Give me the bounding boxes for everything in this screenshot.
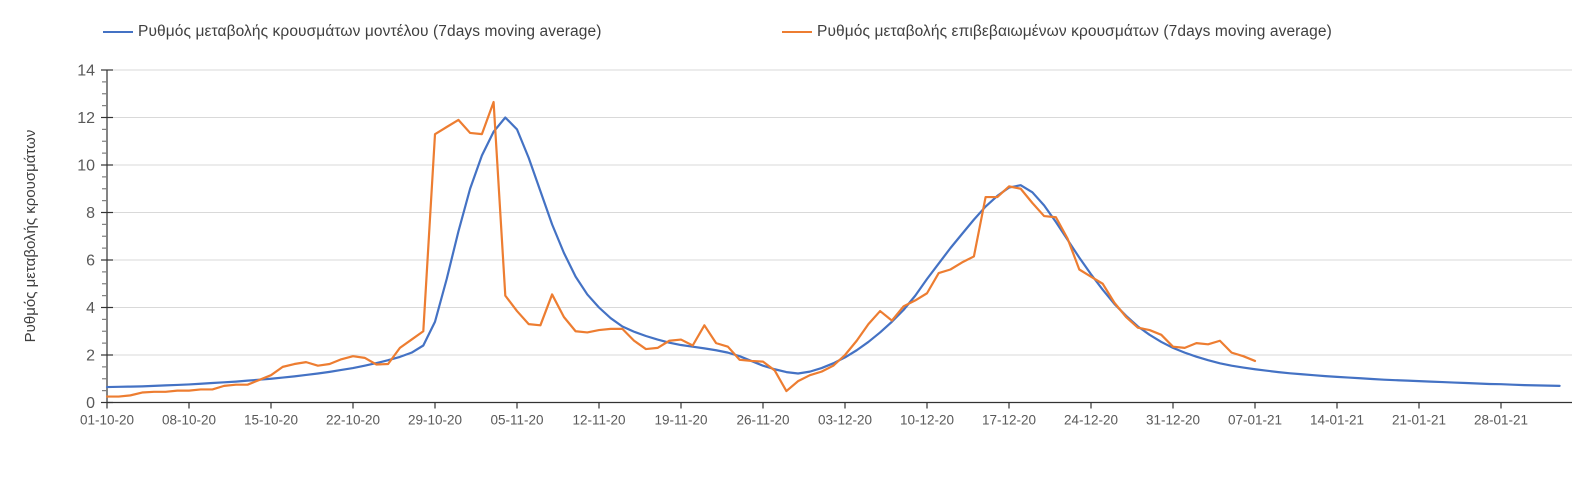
x-axis-tick-label: 28-01-21 xyxy=(1474,413,1528,428)
x-axis-tick-label: 12-11-20 xyxy=(572,413,625,428)
chart-legend: Ρυθμός μεταβολής κρουσμάτων μοντέλου (7d… xyxy=(0,18,1580,46)
x-axis-tick-label: 22-10-20 xyxy=(326,413,380,428)
x-axis-tick-label: 08-10-20 xyxy=(162,413,216,428)
legend-line-confirmed-icon xyxy=(782,31,812,33)
y-axis-tick-label: 4 xyxy=(86,300,95,317)
x-axis-tick-label: 19-11-20 xyxy=(654,413,707,428)
legend-item-confirmed: Ρυθμός μεταβολής επιβεβαιωμένων κρουσμάτ… xyxy=(782,18,1332,46)
x-axis-tick-label: 10-12-20 xyxy=(900,413,954,428)
y-axis-tick-label: 12 xyxy=(77,110,95,127)
legend-item-model: Ρυθμός μεταβολής κρουσμάτων μοντέλου (7d… xyxy=(103,18,601,46)
series-line-model xyxy=(105,116,1561,389)
x-axis-tick-label: 01-10-20 xyxy=(80,413,134,428)
legend-label-confirmed: Ρυθμός μεταβολής επιβεβαιωμένων κρουσμάτ… xyxy=(817,23,1332,40)
x-axis-tick-label: 14-01-21 xyxy=(1310,413,1364,428)
legend-line-model-icon xyxy=(103,31,133,33)
y-axis-tick-label: 2 xyxy=(86,348,95,365)
x-axis-tick-label: 29-10-20 xyxy=(408,413,462,428)
y-axis-tick-label: 14 xyxy=(77,63,95,80)
y-axis-tick-label: 0 xyxy=(86,395,95,412)
y-axis-tick-label: 10 xyxy=(77,158,95,175)
y-axis-title: Ρυθμός μεταβολής κρουσμάτων xyxy=(22,129,39,343)
x-axis-tick-label: 07-01-21 xyxy=(1228,413,1282,428)
x-axis-tick-label: 31-12-20 xyxy=(1146,413,1200,428)
y-axis-tick-label: 6 xyxy=(86,253,95,270)
x-axis-tick-label: 21-01-21 xyxy=(1392,413,1446,428)
x-axis-tick-label: 17-12-20 xyxy=(982,413,1036,428)
x-axis-tick-label: 15-10-20 xyxy=(244,413,298,428)
y-axis-tick-label: 8 xyxy=(86,205,95,222)
x-axis-tick-label: 03-12-20 xyxy=(818,413,872,428)
legend-label-model: Ρυθμός μεταβολής κρουσμάτων μοντέλου (7d… xyxy=(138,23,602,40)
x-axis-tick-label: 24-12-20 xyxy=(1064,413,1118,428)
x-axis-tick-label: 05-11-20 xyxy=(490,413,543,428)
series-line-confirmed xyxy=(105,100,1257,398)
x-axis-tick-label: 26-11-20 xyxy=(736,413,789,428)
